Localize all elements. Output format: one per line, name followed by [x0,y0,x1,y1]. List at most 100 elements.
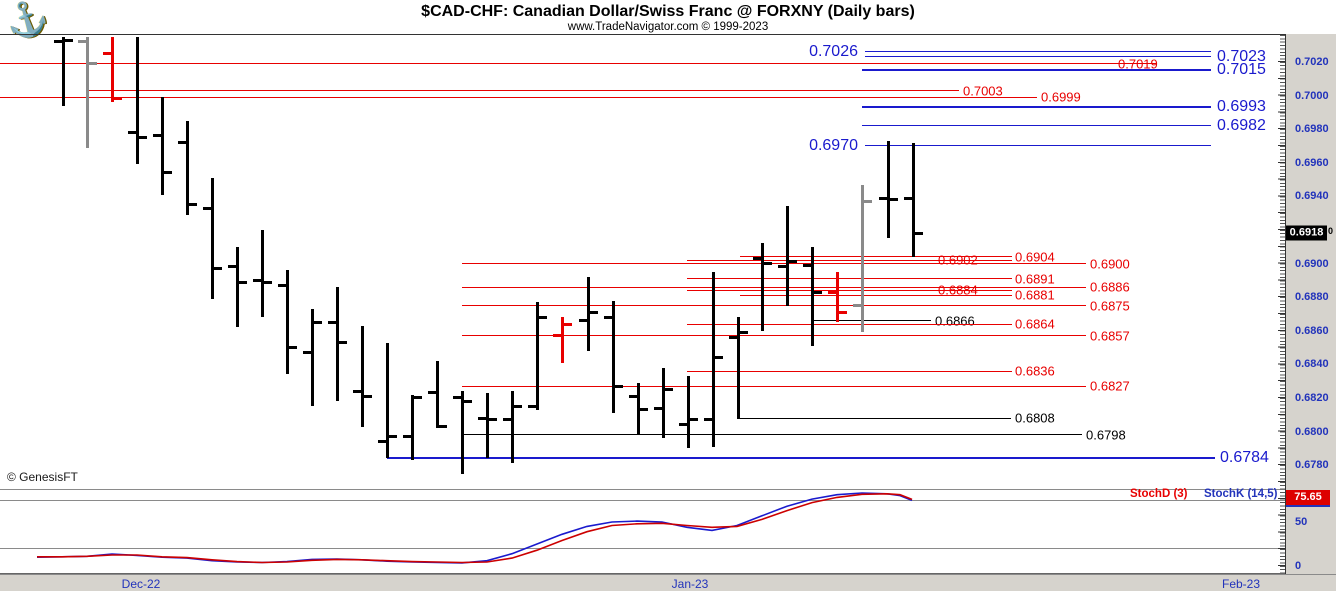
ohlc-bar-stem [836,271,839,322]
ohlc-open-tick [328,320,337,324]
ohlc-bar-stem [411,394,414,460]
level-line-0.6808 [737,417,1011,419]
ohlc-close-tick [563,322,572,326]
ohlc-open-tick [503,418,512,421]
ohlc-bar-stem [336,287,339,401]
level-line-0.6891 [687,278,1012,279]
ohlc-open-tick [704,418,713,421]
level-line-0.6784 [387,457,1215,459]
ohlc-bar-stem [811,246,814,346]
ohlc-open-tick [879,196,888,200]
ohlc-bar-stem [861,184,864,332]
ohlc-bar-stem [786,206,789,306]
current-price-badge: 0.6918 [1286,225,1327,241]
ohlc-close-tick [589,310,598,314]
level-line-0.6857 [462,335,1086,336]
level-label-0.7015: 0.7015 [1217,61,1266,78]
ohlc-close-tick [889,198,898,201]
level-label-0.6881: 0.6881 [1015,287,1055,303]
level-label-0.6891: 0.6891 [1015,271,1055,286]
price-axis-label-0.6900: 0.6900 [1295,257,1329,270]
level-line-0.6970 [865,144,1211,147]
date-axis[interactable]: Dec-22 Jan-23 Feb-23 [0,574,1336,591]
ohlc-open-tick [679,423,688,426]
level-label-0.6904: 0.6904 [1015,249,1055,264]
chart-title: $CAD-CHF: Canadian Dollar/Swiss Franc @ … [421,3,915,20]
price-axis-label-0.6800: 0.6800 [1295,425,1329,438]
ohlc-bar-stem [912,142,915,257]
price-axis-label-0.6820: 0.6820 [1295,391,1329,404]
axis-separator-line [1285,34,1286,574]
ohlc-open-tick [478,416,487,420]
ohlc-close-tick [914,231,923,235]
ohlc-open-tick [203,206,212,210]
ohlc-close-tick [413,396,422,399]
ohlc-bar-stem [687,376,690,448]
ohlc-open-tick [278,283,287,287]
ohlc-close-tick [614,384,623,388]
ohlc-close-tick [438,425,447,428]
genesis-copyright: © GenesisFT [7,470,78,484]
price-axis-label-0.6840: 0.6840 [1295,358,1329,370]
price-chart-canvas[interactable]: 0.7026 0.7023 0.7019 0.7015 0.7003 0.6999 0.69… [0,34,1285,489]
level-label-0.7023: 0.7023 [1217,47,1266,65]
stoch-panel-bottom-border [0,573,1286,574]
level-line-0.7015 [862,69,1211,71]
ohlc-open-tick [528,404,537,408]
ohlc-open-tick [128,131,137,134]
stochd-legend-label: StochD (3) [1130,488,1188,500]
level-label-0.6808: 0.6808 [1015,410,1055,426]
ohlc-close-tick [463,399,472,403]
chart-bottom-border [0,489,1286,490]
ohlc-close-tick [64,38,73,42]
ohlc-bar-stem [486,392,489,458]
ohlc-bar-stem [161,97,164,195]
level-line-0.6902 [687,259,1012,261]
ohlc-open-tick [103,52,112,55]
level-label-0.7026: 0.7026 [809,42,858,60]
level-label-0.6784: 0.6784 [1220,449,1269,466]
price-axis-label-0.7020: 0.7020 [1295,55,1329,68]
ohlc-bar-stem [286,270,289,374]
ohlc-close-tick [388,435,397,438]
ohlc-bar-stem [887,140,890,238]
level-label-0.6866: 0.6866 [935,313,975,328]
level-label-0.6884: 0.6884 [938,282,978,298]
ohlc-bar-stem [136,36,139,164]
stochastic-panel-canvas[interactable] [0,489,1285,573]
ohlc-close-tick [213,267,222,270]
ohlc-open-tick [803,263,812,267]
price-axis[interactable]: 0.7020 0.7000 0.6980 0.6960 0.6940 0.6900 0.68… [1286,34,1336,574]
ohlc-open-tick [828,290,837,294]
stoch-axis-label-50: 50 [1295,516,1308,528]
ohlc-open-tick [353,389,362,393]
level-label-0.6982: 0.6982 [1217,116,1266,134]
level-label-0.6886: 0.6886 [1090,279,1130,295]
ohlc-open-tick [778,265,787,268]
ohlc-close-tick [639,408,648,411]
ohlc-bar-stem [62,36,65,106]
ohlc-open-tick [453,396,462,399]
ohlc-bar-stem [761,243,764,331]
price-axis-label-0.6880: 0.6880 [1295,291,1329,303]
ohlc-open-tick [553,334,562,337]
level-label-0.6857: 0.6857 [1090,328,1130,343]
ohlc-bar-stem [361,325,364,427]
level-label-0.6875: 0.6875 [1090,298,1130,313]
ohlc-close-tick [363,394,372,398]
ohlc-bar-stem [186,120,189,215]
ohlc-close-tick [338,341,347,344]
ohlc-bar-stem [211,177,214,299]
ohlc-open-tick [729,335,738,339]
stochk-legend-label: StochK (14,5) [1204,488,1278,500]
ohlc-close-tick [513,404,522,408]
ohlc-close-tick [163,171,172,174]
level-line-0.6827 [462,385,1086,387]
chart-top-border [0,34,1286,35]
ohlc-close-tick [689,418,698,421]
level-label-0.6999: 0.6999 [1041,89,1081,105]
ohlc-close-tick [263,280,272,284]
level-label-0.6836: 0.6836 [1015,363,1055,379]
ohlc-close-tick [88,62,97,65]
